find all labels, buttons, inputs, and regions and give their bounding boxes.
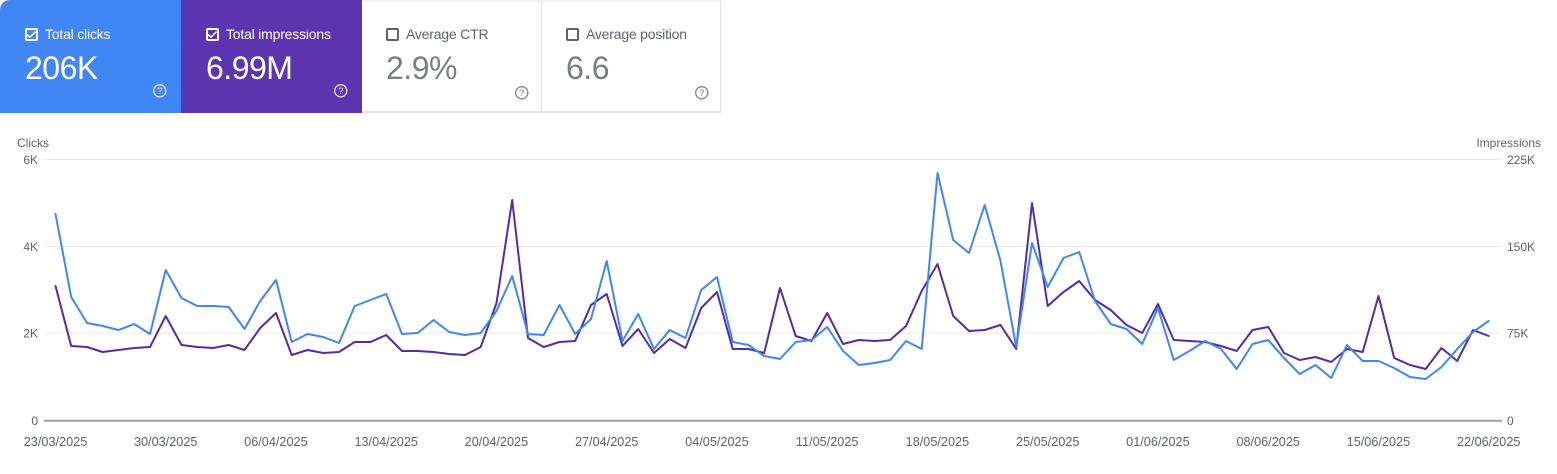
svg-text:23/03/2025: 23/03/2025 — [24, 435, 88, 449]
svg-text:?: ? — [699, 88, 704, 99]
svg-text:20/04/2025: 20/04/2025 — [465, 435, 529, 449]
svg-text:Clicks: Clicks — [17, 136, 49, 150]
svg-text:75K: 75K — [1507, 327, 1528, 341]
svg-text:25/05/2025: 25/05/2025 — [1016, 435, 1080, 449]
svg-text:27/04/2025: 27/04/2025 — [575, 435, 639, 449]
svg-text:?: ? — [157, 86, 162, 97]
svg-text:?: ? — [338, 86, 343, 97]
svg-text:04/05/2025: 04/05/2025 — [685, 435, 749, 449]
svg-text:06/04/2025: 06/04/2025 — [244, 435, 308, 449]
svg-text:225K: 225K — [1507, 153, 1535, 167]
svg-text:?: ? — [519, 88, 524, 99]
svg-text:150K: 150K — [1507, 240, 1535, 254]
svg-text:18/05/2025: 18/05/2025 — [906, 435, 970, 449]
svg-text:2K: 2K — [23, 327, 38, 341]
svg-text:30/03/2025: 30/03/2025 — [134, 435, 198, 449]
svg-text:0: 0 — [1507, 414, 1514, 428]
svg-text:11/05/2025: 11/05/2025 — [796, 435, 859, 449]
svg-text:4K: 4K — [23, 240, 38, 254]
svg-text:15/06/2025: 15/06/2025 — [1347, 435, 1411, 449]
svg-text:08/06/2025: 08/06/2025 — [1236, 435, 1300, 449]
svg-text:6K: 6K — [23, 153, 38, 167]
svg-text:Impressions: Impressions — [1476, 136, 1541, 150]
svg-text:13/04/2025: 13/04/2025 — [354, 435, 418, 449]
svg-text:01/06/2025: 01/06/2025 — [1126, 435, 1190, 449]
svg-text:22/06/2025: 22/06/2025 — [1457, 435, 1521, 449]
svg-text:0: 0 — [31, 414, 38, 428]
